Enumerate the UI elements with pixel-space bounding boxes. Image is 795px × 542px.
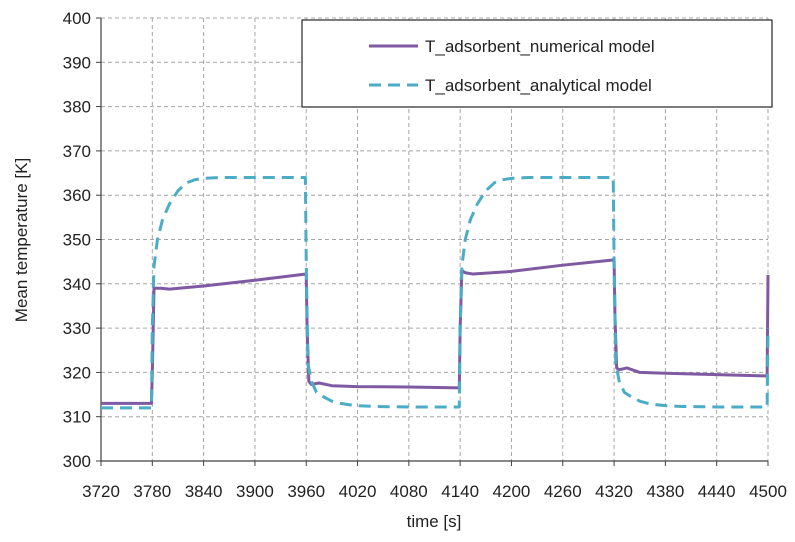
x-tick-label: 3720 (82, 482, 120, 501)
y-tick-label: 350 (63, 231, 91, 250)
x-tick-label: 4020 (339, 482, 377, 501)
tick-labels: 3720 3780 3840 3900 3960 4020 4080 4140 4200 4260… (63, 9, 787, 501)
x-tick-label: 4500 (749, 482, 787, 501)
x-tick-label: 4440 (698, 482, 736, 501)
y-tick-label: 370 (63, 142, 91, 161)
y-tick-label: 360 (63, 186, 91, 205)
legend-box (301, 19, 773, 108)
y-tick-label: 340 (63, 275, 91, 294)
x-tick-label: 4080 (390, 482, 428, 501)
legend-label-numerical: T_adsorbent_numerical model (425, 37, 655, 56)
y-axis-title: Mean temperature [K] (12, 158, 31, 322)
x-tick-label: 3900 (236, 482, 274, 501)
axes (96, 17, 769, 466)
x-tick-label: 4260 (544, 482, 582, 501)
x-tick-label: 3840 (185, 482, 223, 501)
x-axis-title: time [s] (407, 512, 462, 531)
series-line-analytical (101, 175, 770, 410)
x-tick-label: 4200 (493, 482, 531, 501)
legend-label-analytical: T_adsorbent_analytical model (425, 76, 652, 95)
y-tick-label: 330 (63, 319, 91, 338)
y-tick-label: 380 (63, 98, 91, 117)
y-tick-label: 400 (63, 9, 91, 28)
y-tick-label: 390 (63, 53, 91, 72)
x-tick-label: 4320 (595, 482, 633, 501)
series-lines (101, 175, 770, 410)
x-tick-label: 4380 (646, 482, 684, 501)
y-tick-label: 310 (63, 408, 91, 427)
x-tick-label: 3960 (287, 482, 325, 501)
y-tick-label: 300 (63, 452, 91, 471)
legend: T_adsorbent_numerical model T_adsorbent_… (301, 19, 773, 108)
x-tick-label: 4140 (441, 482, 479, 501)
x-tick-label: 3780 (133, 482, 171, 501)
y-tick-label: 320 (63, 363, 91, 382)
